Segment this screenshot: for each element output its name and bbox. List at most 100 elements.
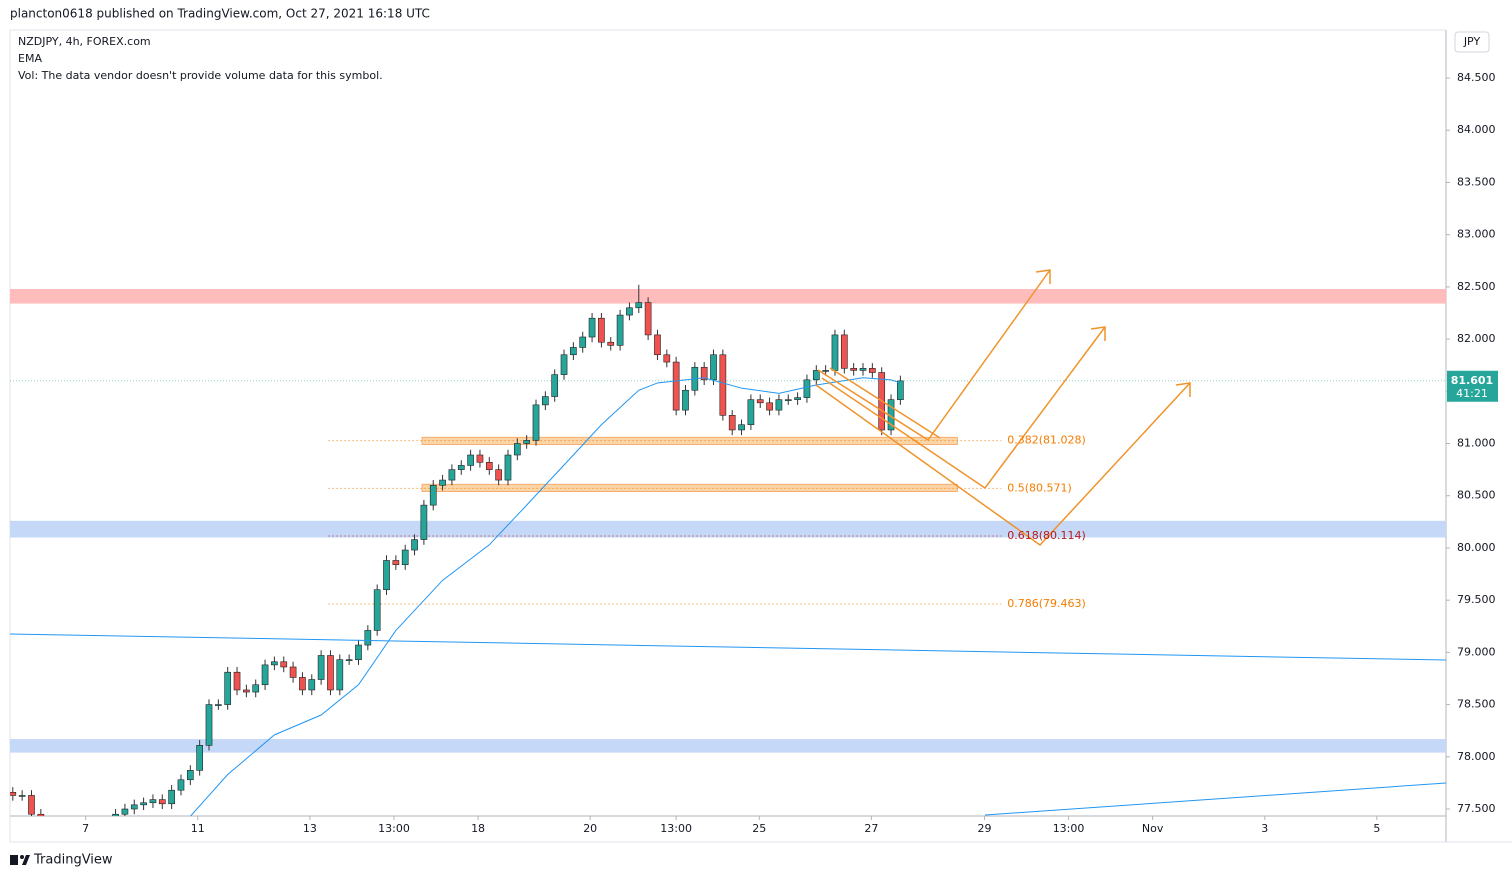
- x-tick-label: 29: [977, 822, 991, 835]
- candle-body: [243, 689, 250, 693]
- tradingview-logo: [10, 855, 30, 865]
- candle-body: [130, 804, 138, 810]
- legend-volume: Vol: The data vendor doesn't provide vol…: [18, 69, 383, 82]
- y-tick-label: 80.500: [1457, 489, 1496, 502]
- candle-body: [336, 659, 344, 691]
- candle-body: [756, 399, 764, 404]
- x-tick-label: 13:00: [660, 822, 692, 835]
- candle-body: [373, 589, 381, 631]
- candle-body: [513, 443, 521, 456]
- candle-body: [439, 479, 446, 486]
- candle-body: [495, 469, 502, 481]
- last-price: 81.601: [1451, 374, 1493, 387]
- candle-body: [700, 366, 708, 381]
- channel-line: [829, 367, 941, 439]
- candle-body: [803, 379, 811, 398]
- arrow-head: [1090, 326, 1106, 341]
- trend-line: [10, 633, 1446, 661]
- candle-body: [168, 789, 175, 805]
- candle-body: [140, 802, 147, 806]
- candle-body: [299, 677, 306, 691]
- candle-body: [794, 397, 801, 400]
- y-tick-label: 77.500: [1457, 802, 1496, 815]
- currency-badge[interactable]: [1454, 31, 1490, 53]
- candle-body: [158, 799, 166, 805]
- candle-body: [186, 770, 194, 781]
- countdown: 41:21: [1456, 387, 1488, 400]
- legend-symbol: NZDJPY, 4h, FOREX.com: [18, 35, 151, 48]
- candle-body: [429, 484, 437, 506]
- fib-label: 0.618(80.114): [1007, 529, 1086, 542]
- header: plancton0618 published on TradingView.co…: [10, 7, 430, 21]
- y-tick-label: 78.500: [1457, 698, 1496, 711]
- x-tick-label: 3: [1261, 822, 1268, 835]
- x-tick-label: 20: [583, 822, 597, 835]
- y-tick-label: 84.000: [1457, 123, 1496, 136]
- candle-body: [401, 549, 409, 565]
- fib-label: 0.786(79.463): [1007, 597, 1086, 610]
- x-tick-label: 5: [1373, 822, 1380, 835]
- candle-body: [37, 813, 45, 816]
- trend-line: [984, 782, 1446, 816]
- candle-body: [485, 462, 493, 470]
- candle-body: [261, 664, 269, 686]
- candle-body: [476, 454, 484, 463]
- fib-label: 0.5(80.571): [1007, 481, 1072, 494]
- projection-drawings: [815, 269, 1191, 546]
- candle-body: [607, 341, 615, 346]
- candle-body: [822, 370, 829, 372]
- candle-body: [775, 399, 783, 411]
- candle-body: [728, 415, 736, 431]
- arrow-head: [1035, 269, 1051, 284]
- y-tick-label: 81.000: [1457, 437, 1496, 450]
- footer-brand: TradingView: [33, 853, 113, 868]
- candle-body: [738, 424, 745, 431]
- candle-body: [570, 347, 577, 356]
- candle-body: [121, 808, 129, 815]
- candle-body: [364, 630, 372, 646]
- candle-body: [859, 368, 867, 371]
- x-tick-label: 11: [191, 822, 205, 835]
- candle-body: [719, 354, 727, 416]
- candle-body: [467, 454, 474, 466]
- candle-body: [196, 745, 203, 771]
- legend-ema: EMA: [18, 52, 42, 65]
- candle-body: [747, 399, 755, 426]
- y-tick-label: 80.000: [1457, 541, 1496, 554]
- candle-body: [355, 644, 362, 660]
- candle-body: [532, 404, 540, 441]
- candle-body: [280, 661, 288, 668]
- candle-body: [252, 684, 260, 693]
- candle-body: [710, 354, 717, 381]
- candle-body: [420, 504, 428, 540]
- candle-body: [457, 465, 465, 470]
- candle-body: [644, 302, 652, 336]
- y-tick-label: 82.000: [1457, 332, 1496, 345]
- ema-line: [189, 377, 901, 816]
- candle-body: [28, 795, 35, 815]
- fib-label: 0.382(81.028): [1007, 434, 1086, 447]
- candle-body: [672, 361, 680, 411]
- candle-body: [542, 396, 549, 406]
- candle-body: [18, 795, 26, 797]
- candle-body: [598, 317, 605, 343]
- x-tick-label: Nov: [1142, 822, 1164, 835]
- x-tick-label: 13:00: [378, 822, 410, 835]
- y-tick-label: 82.500: [1457, 280, 1496, 293]
- y-tick-label: 78.000: [1457, 750, 1496, 763]
- price-zone: [10, 288, 1446, 304]
- plot-area: [10, 284, 1446, 816]
- candle-body: [383, 560, 390, 591]
- candle-body: [897, 380, 904, 400]
- price-zone: [10, 520, 1446, 538]
- arrow-head: [1175, 382, 1191, 397]
- projection-path: [815, 382, 1191, 546]
- candle-body: [766, 402, 773, 411]
- candle-body: [682, 389, 689, 411]
- candle-body: [551, 374, 559, 397]
- x-tick-label: 13:00: [1053, 822, 1085, 835]
- trend-lines: [10, 633, 1446, 816]
- projection-path: [821, 326, 1106, 490]
